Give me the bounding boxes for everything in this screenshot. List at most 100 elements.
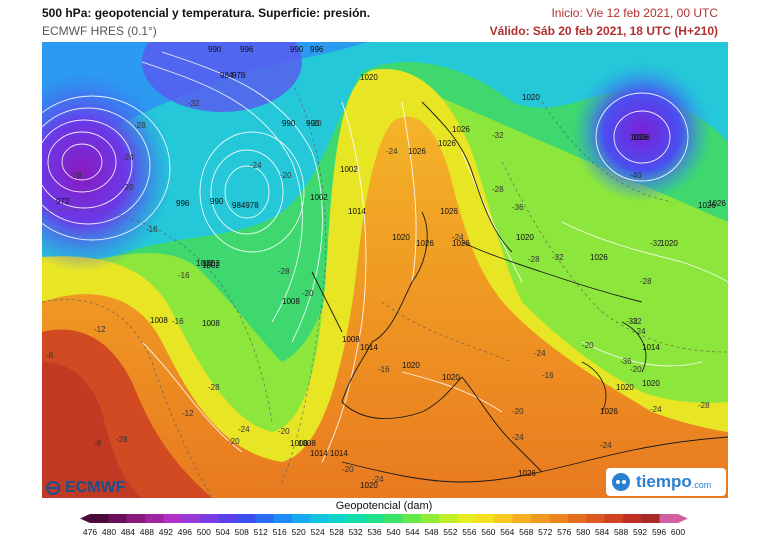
isobar-label: 1020 <box>660 239 678 248</box>
colorbar-swatch <box>90 514 109 523</box>
colorbar-tick-label: 512 <box>254 527 268 537</box>
temperature-label: -32 <box>626 317 638 326</box>
temperature-label: -24 <box>534 349 546 358</box>
colorbar-swatch <box>622 514 642 523</box>
colorbar-tick-label: 564 <box>500 527 514 537</box>
colorbar-swatch <box>365 514 385 523</box>
colorbar-swatch <box>659 514 679 523</box>
isobar-label: 1008 <box>342 335 360 344</box>
isobar-label: 1026 <box>698 201 716 210</box>
isobar-label: 1002 <box>202 261 220 270</box>
temperature-label: -8 <box>46 351 54 360</box>
colorbar-swatch <box>494 514 514 523</box>
isobar-label: 1026 <box>518 469 536 478</box>
isobar-label: 1026 <box>416 239 434 248</box>
temperature-label: -16 <box>178 271 190 280</box>
temperature-label: -8 <box>94 439 102 448</box>
isobar-label: 1026 <box>452 239 470 248</box>
temperature-label: -20 <box>310 119 322 128</box>
isobar-label: 1020 <box>402 361 420 370</box>
temperature-label: -28 <box>698 401 710 410</box>
temperature-label: -32 <box>552 253 564 262</box>
temperature-label: -24 <box>634 327 646 336</box>
colorbar-swatch <box>512 514 532 523</box>
temperature-label: -28 <box>278 267 290 276</box>
colorbar-tick-label: 536 <box>367 527 381 537</box>
isobar-lines <box>42 51 728 463</box>
isobar-label: 984978 <box>232 201 259 210</box>
colorbar-tick-label: 568 <box>519 527 533 537</box>
colorbar-swatch <box>457 514 477 523</box>
temperature-label: -40 <box>630 171 642 180</box>
temperature-labels: -32-28-24-28-20-16-20-24-20-28-16-28-24-… <box>46 99 710 484</box>
colorbar-tick-label: 576 <box>557 527 571 537</box>
isobar-label: 1026 <box>600 407 618 416</box>
colorbar-swatch <box>126 514 146 523</box>
isobar-label: 1002 <box>310 193 328 202</box>
model-label: ECMWF HRES (0.1°) <box>42 24 157 38</box>
isobar-label: 1008 <box>282 297 300 306</box>
isobar-label: 1026 <box>590 253 608 262</box>
colorbar-right-arrow <box>678 514 688 523</box>
isobar-label: 1020 <box>442 373 460 382</box>
ecmwf-mark-icon <box>46 481 60 495</box>
temperature-label: -28 <box>116 435 128 444</box>
isobar-label: 1002 <box>202 259 220 268</box>
temperature-label: -20 <box>280 171 292 180</box>
temperature-label: -24 <box>250 161 262 170</box>
colorbar-swatch <box>402 514 422 523</box>
colorbar-swatch <box>237 514 256 523</box>
temperature-label: -28 <box>528 255 540 264</box>
isobar-label: 1020 <box>642 379 660 388</box>
temperature-label: -32 <box>630 317 642 326</box>
ecmwf-logo: ECMWF <box>44 478 125 498</box>
colorbar-tick-label: 492 <box>159 527 173 537</box>
isobar-label: 996 <box>240 45 254 54</box>
temperature-label: -24 <box>650 405 662 414</box>
temperature-label: -12 <box>94 325 106 334</box>
isobar-label: 1014 <box>310 449 328 458</box>
colorbar-tick-label: 584 <box>595 527 609 537</box>
temperature-label: -36 <box>620 357 632 366</box>
colorbar: 476 480 484 488 492 496 500 504 508 512 516 520 524 5… <box>80 514 688 537</box>
isobar-label: 972 <box>56 197 70 206</box>
colorbar-tick-label: 572 <box>538 527 552 537</box>
colorbar-tick-label: 488 <box>140 527 154 537</box>
isobar-label: 990 <box>210 197 224 206</box>
colorbar-swatch <box>549 514 569 523</box>
colorbar-label: Geopotencial (dam) <box>335 500 433 512</box>
temperature-label: -24 <box>238 425 250 434</box>
colorbar-tick-label: 580 <box>576 527 590 537</box>
colorbar-tick-label: 560 <box>481 527 495 537</box>
temperature-label: -20 <box>302 289 314 298</box>
isobar-label: 978 <box>232 71 246 80</box>
isobar-label: 1014 <box>642 343 660 352</box>
colorbar-tick-label: 500 <box>197 527 211 537</box>
isobar-label: 990 <box>282 119 296 128</box>
colorbar-swatch <box>567 514 587 523</box>
temperature-label: -20 <box>228 437 240 446</box>
coastlines <box>311 101 728 483</box>
temperature-label: -28 <box>492 185 504 194</box>
isobar-label: 1002 <box>340 165 358 174</box>
colorbar-tick-label: 552 <box>443 527 457 537</box>
isobar-label: 1020 <box>360 481 378 490</box>
colorbar-swatch <box>273 514 293 523</box>
isobar-label: 1008 <box>202 319 220 328</box>
tiempo-logo-suffix: .com <box>691 480 712 490</box>
isobar-label: 1014 <box>330 449 348 458</box>
temperature-label: -28 <box>70 171 82 180</box>
temperature-label: -32 <box>650 239 662 248</box>
colorbar-tick-label: 516 <box>273 527 287 537</box>
temperature-label: -32 <box>188 99 200 108</box>
colorbar-tick-label: 588 <box>614 527 628 537</box>
temperature-label: -28 <box>134 121 146 130</box>
colorbar-swatch <box>108 514 128 523</box>
colorbar-swatch <box>218 514 238 523</box>
colorbar-tick-label: 544 <box>405 527 419 537</box>
isobar-label: 1002 <box>196 259 214 268</box>
cloud-icon <box>612 473 630 491</box>
isobar-label: 1008 <box>150 316 168 325</box>
temperature-label: -24 <box>600 441 612 450</box>
pressure-labels: 990 996 984978 972 990 996 990 984978 990 996 1002… <box>56 45 726 490</box>
